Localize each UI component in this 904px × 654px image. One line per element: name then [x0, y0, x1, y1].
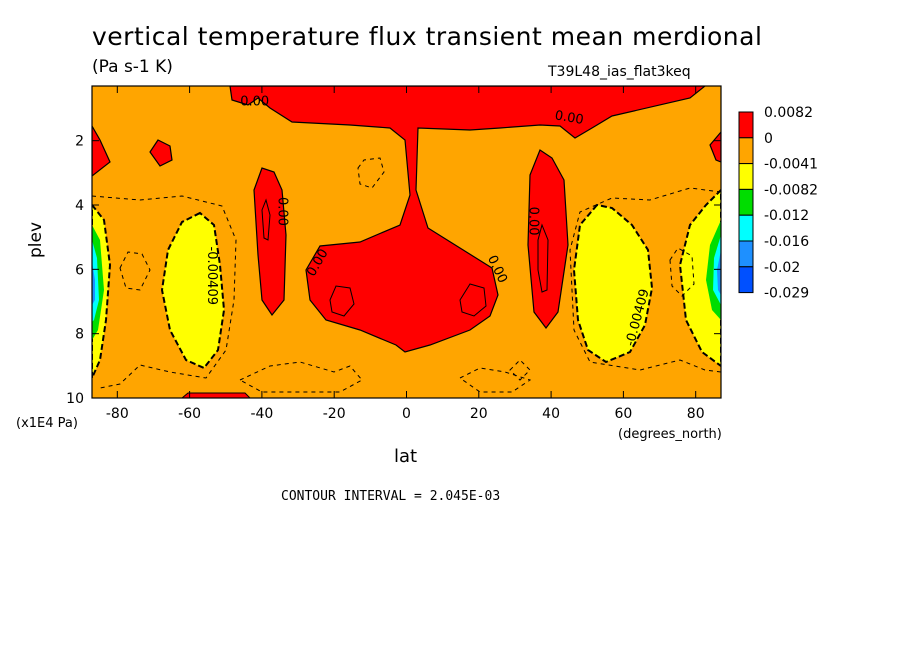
y-axis: 2 4 6 8 10 — [66, 134, 721, 407]
contour-label-6: -0.00409 — [204, 247, 219, 305]
blue-pocket-left — [92, 262, 95, 305]
x-axis: -80 -60 -40 -20 0 20 40 60 80 — [106, 86, 705, 422]
x-tick-label-4: 0 — [402, 406, 411, 422]
dashed-contour-right-outer — [569, 187, 721, 373]
colorbar-swatch-6 — [738, 266, 754, 294]
dashed-contours — [92, 157, 721, 393]
colorbar-swatch-2 — [738, 163, 754, 190]
chart-units: (Pa s-1 K) — [92, 57, 173, 77]
dashed-contour-left-inner — [119, 251, 151, 291]
blue-pocket-right — [717, 250, 721, 295]
yellow-region-far-right — [678, 188, 721, 368]
y-axis-unit: (x1E4 Pa) — [16, 416, 78, 431]
x-tick-label-1: -60 — [178, 406, 201, 422]
red-blob-left — [149, 139, 173, 167]
colorbar-label-3: -0.0082 — [764, 182, 818, 198]
red-strip-bottom — [181, 392, 251, 398]
colorbar: 0.0082 0 -0.0041 -0.0082 -0.012 -0.016 -0.02 -0… — [738, 105, 818, 302]
y-tick-label-0: 2 — [75, 134, 84, 150]
dashed-contour-bottom-left — [238, 361, 363, 393]
contour-label-1: 0.00 — [554, 108, 585, 128]
yellow-region-right — [572, 203, 654, 364]
colorbar-label-4: -0.012 — [764, 208, 809, 224]
dashed-contour-small-right — [509, 359, 531, 381]
dashed-contour-right-inner — [669, 247, 695, 297]
solid-contour-left-column — [261, 198, 271, 241]
colorbar-label-5: -0.016 — [764, 234, 809, 250]
colorbar-swatch-0 — [738, 111, 754, 139]
colorbar-label-0: 0.0082 — [764, 105, 813, 121]
contour-interval: CONTOUR INTERVAL = 2.045E-03 — [281, 489, 501, 504]
red-region-left-column — [253, 167, 287, 317]
red-region-right-edge — [709, 131, 721, 163]
colorbar-label-6: -0.02 — [764, 260, 800, 276]
x-tick-label-2: -40 — [250, 406, 273, 422]
x-tick-label-8: 80 — [687, 406, 705, 422]
colorbar-swatch-5 — [738, 240, 754, 268]
colorbar-label-1: 0 — [764, 131, 773, 147]
yellow-region-left — [160, 211, 226, 370]
dashed-contour-bottom-right — [459, 367, 532, 393]
red-region-top-center — [229, 86, 706, 353]
x-tick-label-5: 20 — [470, 406, 488, 422]
plot-area: 0.000.000.00 0.000.00 0.00-0.00409-0.00409 — [92, 86, 721, 398]
solid-contour-right-column — [537, 223, 549, 293]
x-axis-unit: (degrees_north) — [618, 427, 722, 442]
x-tick-label-7: 60 — [614, 406, 632, 422]
y-tick-label-4: 10 — [66, 391, 84, 407]
contour-label-2: 0.00 — [274, 197, 289, 226]
run-id: T39L48_ias_flat3keq — [548, 64, 691, 80]
x-tick-label-6: 40 — [542, 406, 560, 422]
colorbar-label-7: -0.029 — [764, 286, 809, 302]
solid-contours — [261, 198, 549, 317]
y-tick-label-3: 8 — [75, 327, 84, 343]
dashed-contour-left-outer — [92, 195, 237, 389]
colorbar-label-2: -0.0041 — [764, 157, 818, 173]
solid-contour-right-blob — [459, 283, 487, 317]
colorbar-swatch-3 — [738, 188, 754, 216]
solid-contour-left-blob — [329, 285, 355, 317]
y-tick-label-1: 4 — [75, 198, 84, 214]
x-tick-label-3: -20 — [323, 406, 346, 422]
contour-label-0: 0.00 — [240, 95, 269, 110]
y-tick-label-2: 6 — [75, 262, 84, 278]
x-tick-label-0: -80 — [106, 406, 129, 422]
dashed-contour-top-left — [357, 157, 385, 189]
contour-label-3: 0.00 — [526, 207, 541, 236]
chart-title: vertical temperature flux transient mean… — [92, 22, 763, 51]
red-region-left-edge — [92, 124, 111, 177]
colorbar-swatch-4 — [738, 214, 754, 242]
colorbar-swatch-1 — [738, 137, 754, 165]
x-axis-label: lat — [394, 446, 418, 467]
